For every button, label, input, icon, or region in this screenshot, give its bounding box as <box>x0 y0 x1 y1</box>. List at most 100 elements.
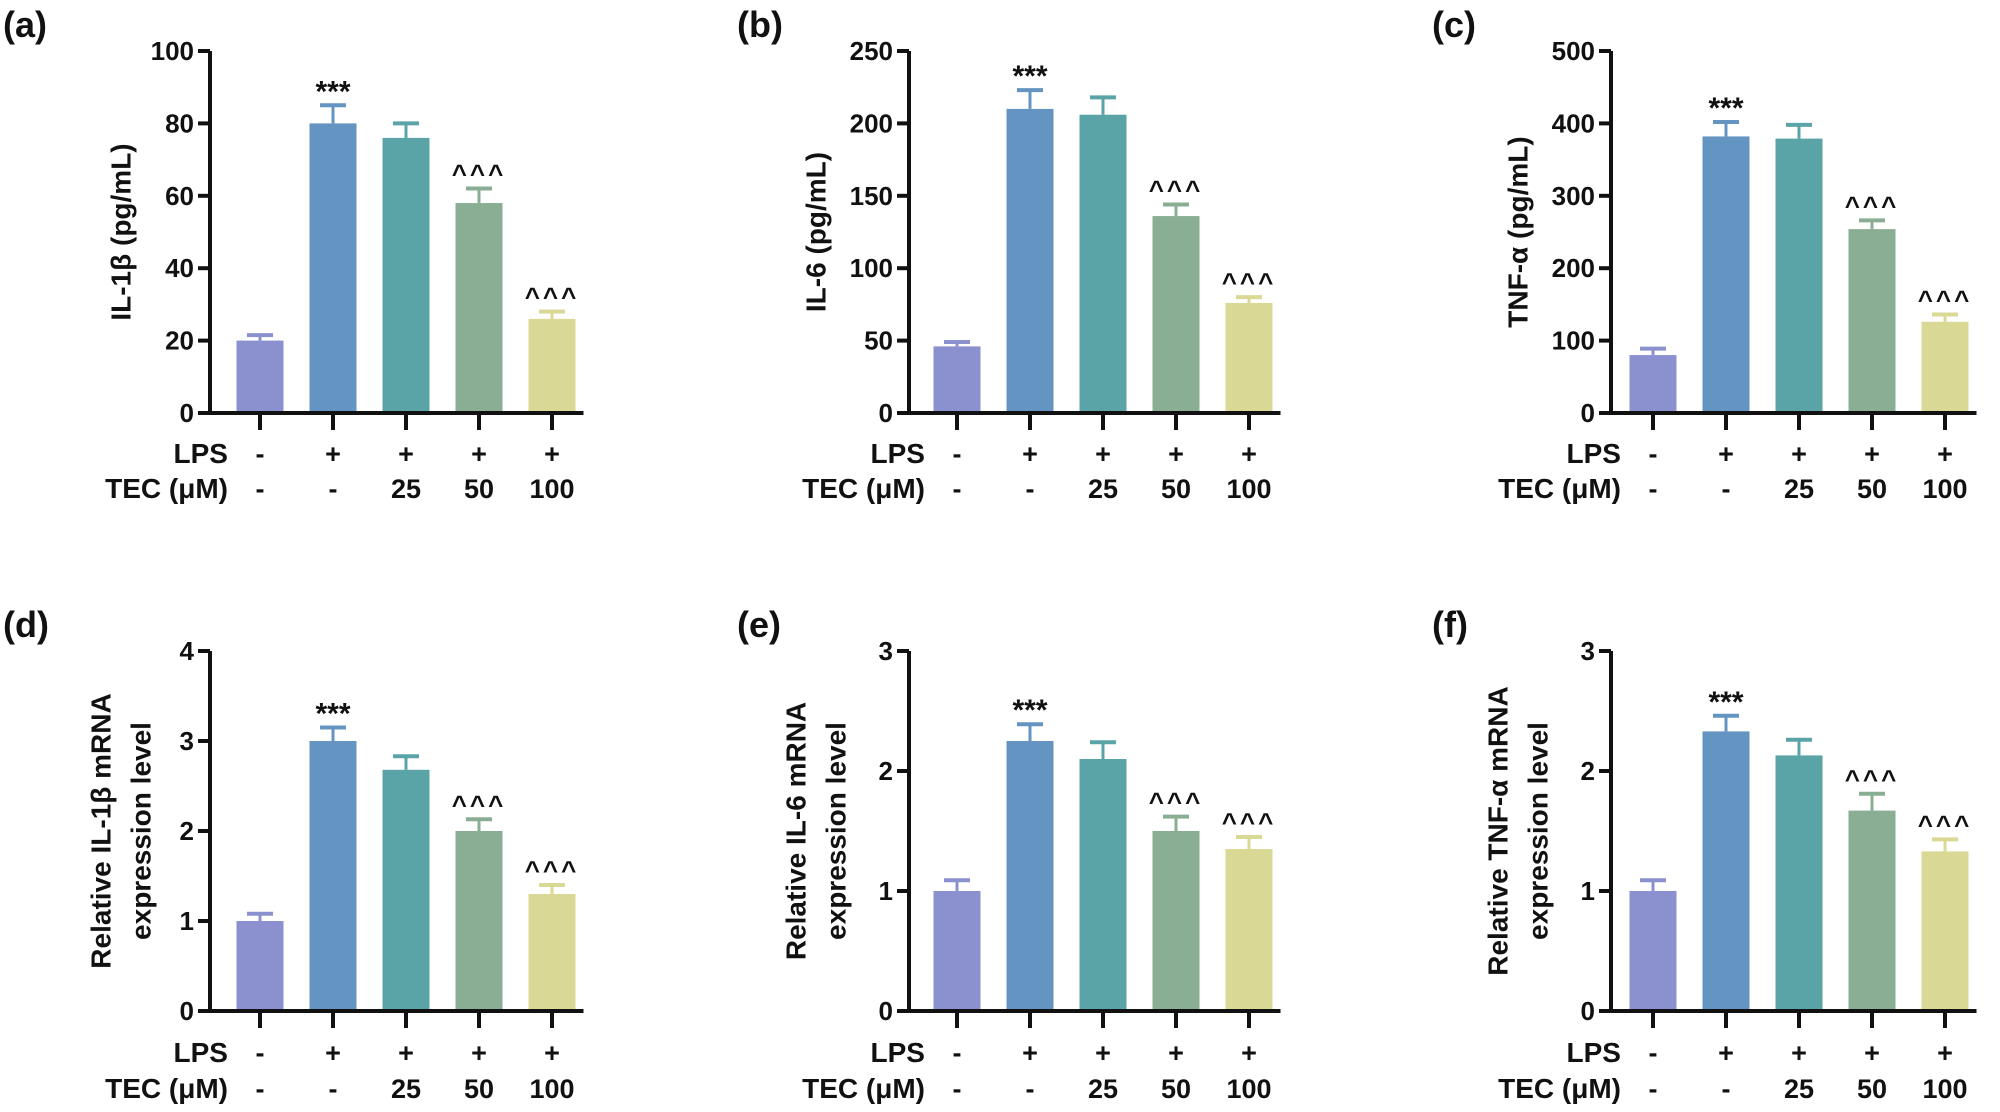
bar <box>309 123 357 414</box>
y-axis-label: IL-1β (pg/mL) <box>106 143 137 320</box>
y-axis-label: expression level <box>821 722 852 940</box>
bar <box>309 741 357 1011</box>
lps-group-label: - <box>1649 1038 1658 1068</box>
panel-label: (d) <box>3 604 49 645</box>
panel-label: (b) <box>737 4 783 45</box>
y-axis-label: Relative IL-1β mRNA <box>86 693 117 968</box>
significance-label: *** <box>1708 686 1743 719</box>
significance-label: ^^^ <box>452 159 507 189</box>
tec-group-label: 50 <box>1857 474 1887 504</box>
lps-row-label: LPS <box>174 438 228 469</box>
significance-label: *** <box>1012 694 1047 727</box>
significance-label: ^^^ <box>1149 787 1204 817</box>
y-tick-label: 0 <box>879 996 893 1026</box>
lps-row-label: LPS <box>1567 438 1621 469</box>
tec-group-label: - <box>1026 1074 1035 1104</box>
tec-group-label: 50 <box>464 1074 494 1104</box>
lps-group-label: + <box>1718 439 1734 469</box>
lps-group-label: + <box>1718 1038 1734 1068</box>
lps-group-label: + <box>1022 439 1038 469</box>
y-tick-label: 0 <box>1581 398 1595 428</box>
tec-row-label: TEC (μM) <box>1498 473 1621 504</box>
tec-group-label: 100 <box>1226 474 1271 504</box>
tec-group-label: - <box>1649 474 1658 504</box>
bar <box>236 921 284 1011</box>
bar <box>1225 849 1273 1011</box>
tec-group-label: 100 <box>1922 474 1967 504</box>
lps-group-label: + <box>1241 1038 1257 1068</box>
lps-group-label: + <box>471 1038 487 1068</box>
lps-group-label: - <box>256 439 265 469</box>
significance-label: ^^^ <box>1149 174 1204 204</box>
y-tick-label: 100 <box>151 36 194 66</box>
y-tick-label: 300 <box>1552 181 1595 211</box>
bar <box>933 346 981 413</box>
lps-row-label: LPS <box>1567 1037 1621 1068</box>
bar <box>455 831 503 1011</box>
bar <box>1848 229 1896 413</box>
bar <box>528 318 576 413</box>
y-tick-label: 4 <box>180 636 195 666</box>
chart-panel: (c) TNF-α (pg/mL) - - *** + - +25 ^^^ +50 ^^^ +100 0… <box>1432 4 1977 504</box>
significance-label: *** <box>315 75 350 108</box>
bar <box>1629 891 1677 1011</box>
panel-label: (c) <box>1432 4 1476 45</box>
lps-group-label: + <box>398 439 414 469</box>
bar <box>933 891 981 1011</box>
tec-group-label: - <box>1722 1074 1731 1104</box>
bar <box>528 894 576 1011</box>
bar <box>1775 138 1823 413</box>
tec-group-label: 25 <box>1088 474 1118 504</box>
panel-label: (f) <box>1432 604 1468 645</box>
bar <box>1702 731 1750 1011</box>
y-tick-label: 0 <box>1581 996 1595 1026</box>
chart-panel: (a) IL-1β (pg/mL) - - *** + - +25 ^^^ +50 ^^^ +100 0… <box>3 4 584 504</box>
significance-label: ^^^ <box>452 789 507 819</box>
significance-label: ^^^ <box>1845 764 1900 794</box>
y-tick-label: 1 <box>1581 876 1595 906</box>
y-tick-label: 50 <box>864 326 893 356</box>
chart-panel: (d) Relative IL-1β mRNA expression level - -… <box>3 604 584 1104</box>
y-tick-label: 80 <box>165 108 194 138</box>
lps-group-label: + <box>1791 1038 1807 1068</box>
tec-group-label: - <box>1722 474 1731 504</box>
bar <box>1225 302 1273 413</box>
tec-row-label: TEC (μM) <box>802 473 925 504</box>
tec-group-label: 50 <box>464 474 494 504</box>
tec-row-label: TEC (μM) <box>105 1073 228 1104</box>
significance-label: *** <box>315 698 350 731</box>
tec-row-label: TEC (μM) <box>802 1073 925 1104</box>
tec-group-label: - <box>329 474 338 504</box>
tec-group-label: - <box>256 474 265 504</box>
bar <box>1006 108 1054 414</box>
lps-row-label: LPS <box>174 1037 228 1068</box>
bar <box>1921 321 1969 413</box>
chart-panel: (b) IL-6 (pg/mL) - - *** + - +25 ^^^ +50 ^^^ +100 0 5… <box>737 4 1281 504</box>
y-tick-label: 1 <box>879 876 893 906</box>
significance-label: ^^^ <box>1222 267 1277 297</box>
significance-label: ^^^ <box>525 855 580 885</box>
lps-group-label: + <box>1168 439 1184 469</box>
y-tick-label: 3 <box>879 636 893 666</box>
lps-group-label: - <box>953 1038 962 1068</box>
y-tick-label: 500 <box>1552 36 1595 66</box>
chart-panel: (e) Relative IL-6 mRNA expression level - - *… <box>737 604 1281 1104</box>
y-axis-label: Relative IL-6 mRNA <box>781 702 812 960</box>
tec-group-label: 25 <box>391 1074 421 1104</box>
lps-group-label: + <box>325 439 341 469</box>
significance-label: ^^^ <box>1918 809 1973 839</box>
lps-group-label: + <box>1095 1038 1111 1068</box>
tec-row-label: TEC (μM) <box>1498 1073 1621 1104</box>
tec-group-label: 100 <box>1922 1074 1967 1104</box>
y-tick-label: 0 <box>180 398 194 428</box>
tec-group-label: 50 <box>1161 1074 1191 1104</box>
lps-group-label: + <box>1241 439 1257 469</box>
lps-group-label: - <box>953 439 962 469</box>
tec-group-label: 25 <box>1784 1074 1814 1104</box>
y-axis-label: TNF-α (pg/mL) <box>1503 136 1534 327</box>
tec-group-label: - <box>1026 474 1035 504</box>
y-tick-label: 60 <box>165 181 194 211</box>
tec-row-label: TEC (μM) <box>105 473 228 504</box>
tec-group-label: 100 <box>529 474 574 504</box>
